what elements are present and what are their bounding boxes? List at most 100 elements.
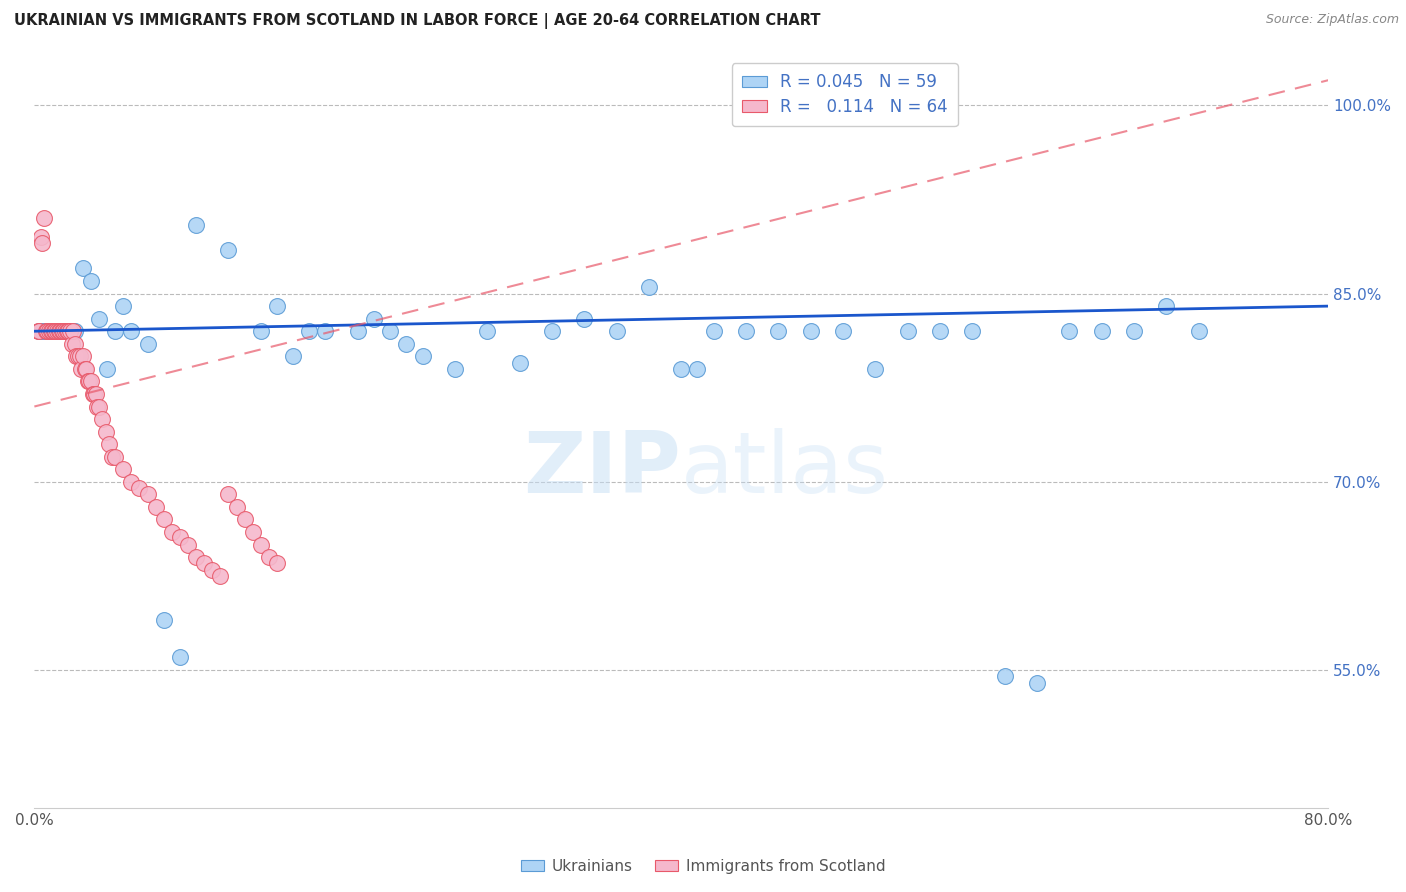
Text: Source: ZipAtlas.com: Source: ZipAtlas.com [1265, 13, 1399, 27]
Point [378, 324, 401, 338]
Point [60, 336, 83, 351]
Point [86, 400, 108, 414]
Point [38, 324, 60, 338]
Point [281, 349, 304, 363]
Point [39, 324, 62, 338]
Point [31, 324, 53, 338]
Point [35, 324, 58, 338]
Point [169, 530, 191, 544]
Point [1026, 675, 1049, 690]
Point [35, 324, 58, 338]
Point [120, 475, 142, 489]
Point [72, 261, 94, 276]
Point [63, 336, 86, 351]
Point [49, 324, 72, 338]
Point [59, 324, 82, 338]
Point [412, 349, 434, 363]
Point [28, 324, 51, 338]
Point [1059, 324, 1081, 338]
Point [87, 311, 110, 326]
Point [44, 324, 66, 338]
Point [97, 437, 120, 451]
Point [83, 387, 105, 401]
Point [27, 324, 49, 338]
Point [346, 324, 368, 338]
Point [217, 487, 239, 501]
Point [363, 311, 385, 326]
Point [249, 537, 271, 551]
Point [128, 481, 150, 495]
Point [929, 324, 952, 338]
Point [55, 324, 77, 338]
Point [638, 280, 661, 294]
Point [169, 650, 191, 665]
Point [41, 324, 63, 338]
Point [65, 349, 87, 363]
Point [606, 324, 628, 338]
Point [1091, 324, 1114, 338]
Point [104, 324, 127, 338]
Point [217, 243, 239, 257]
Point [703, 324, 725, 338]
Point [298, 324, 321, 338]
Point [120, 324, 142, 338]
Point [735, 324, 758, 338]
Point [62, 324, 84, 338]
Point [152, 512, 174, 526]
Point [101, 450, 124, 464]
Point [72, 349, 94, 363]
Point [42, 324, 65, 338]
Point [96, 362, 118, 376]
Point [395, 336, 418, 351]
Point [233, 512, 256, 526]
Point [75, 362, 97, 376]
Point [541, 324, 564, 338]
Point [30, 230, 52, 244]
Text: ZIP: ZIP [523, 428, 682, 511]
Point [46, 324, 69, 338]
Point [193, 557, 215, 571]
Point [42, 324, 65, 338]
Point [59, 324, 82, 338]
Point [1123, 324, 1146, 338]
Point [209, 569, 232, 583]
Point [112, 299, 135, 313]
Point [48, 324, 70, 338]
Point [73, 362, 96, 376]
Point [184, 550, 207, 565]
Point [994, 669, 1017, 683]
Point [897, 324, 920, 338]
Point [266, 557, 288, 571]
Point [266, 299, 288, 313]
Point [177, 537, 200, 551]
Point [58, 324, 80, 338]
Point [67, 349, 90, 363]
Point [444, 362, 467, 376]
Point [686, 362, 709, 376]
Point [1156, 299, 1178, 313]
Point [91, 412, 114, 426]
Legend: Ukrainians, Immigrants from Scotland: Ukrainians, Immigrants from Scotland [515, 853, 891, 880]
Point [201, 563, 224, 577]
Point [574, 311, 596, 326]
Point [31, 236, 53, 251]
Point [257, 550, 280, 565]
Point [63, 324, 86, 338]
Point [136, 336, 159, 351]
Point [160, 524, 183, 539]
Point [477, 324, 499, 338]
Point [249, 324, 271, 338]
Point [136, 487, 159, 501]
Point [51, 324, 73, 338]
Point [152, 613, 174, 627]
Point [37, 324, 59, 338]
Point [69, 349, 91, 363]
Point [48, 324, 70, 338]
Point [184, 218, 207, 232]
Point [28, 324, 51, 338]
Point [76, 375, 98, 389]
Point [55, 324, 77, 338]
Point [962, 324, 984, 338]
Point [80, 375, 103, 389]
Point [44, 324, 66, 338]
